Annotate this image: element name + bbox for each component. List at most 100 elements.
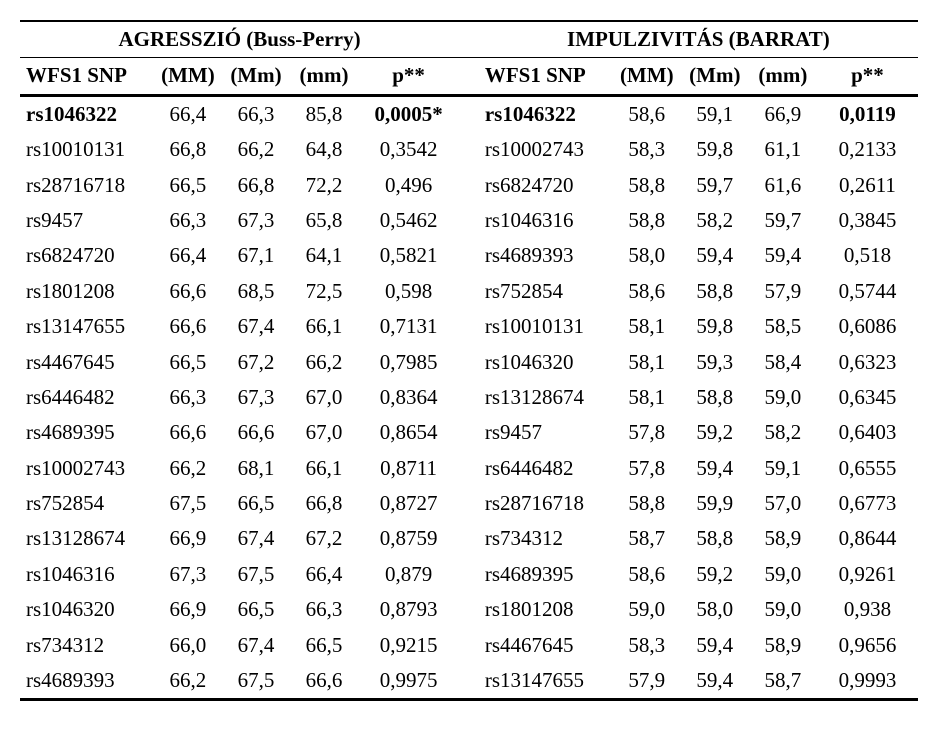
cell-right-mm: 58,3 [613, 628, 681, 663]
col-left-mm: (MM) [154, 58, 222, 95]
gap-cell [459, 58, 479, 95]
table-row: rs104632266,466,385,80,0005*rs104632258,… [20, 95, 918, 132]
cell-right-mM: 59,1 [681, 95, 749, 132]
cell-left-snp: rs10010131 [20, 132, 154, 167]
cell-right-mM: 59,4 [681, 451, 749, 486]
gap-cell [459, 21, 479, 58]
cell-right-snp: rs13128674 [479, 380, 613, 415]
cell-right-mmm: 57,0 [749, 486, 817, 521]
col-left-p: p** [358, 58, 459, 95]
cell-left-snp: rs28716718 [20, 168, 154, 203]
cell-left-p: 0,3542 [358, 132, 459, 167]
cell-left-mmm: 67,0 [290, 415, 358, 450]
cell-right-mm: 58,8 [613, 168, 681, 203]
cell-left-p: 0,0005* [358, 95, 459, 132]
cell-right-p: 0,6323 [817, 345, 918, 380]
cell-right-mmm: 58,2 [749, 415, 817, 450]
cell-right-mm: 58,0 [613, 238, 681, 273]
cell-left-mM: 66,2 [222, 132, 290, 167]
cell-right-snp: rs9457 [479, 415, 613, 450]
gap-cell [459, 274, 479, 309]
gap-cell [459, 521, 479, 556]
cell-right-snp: rs10002743 [479, 132, 613, 167]
cell-right-mm: 58,8 [613, 486, 681, 521]
cell-left-mm: 66,8 [154, 132, 222, 167]
cell-right-mm: 58,6 [613, 557, 681, 592]
cell-left-mm: 66,9 [154, 592, 222, 627]
cell-right-mmm: 58,4 [749, 345, 817, 380]
cell-right-p: 0,2133 [817, 132, 918, 167]
cell-right-p: 0,938 [817, 592, 918, 627]
cell-right-mM: 58,8 [681, 274, 749, 309]
gap-cell [459, 486, 479, 521]
cell-left-mm: 66,6 [154, 274, 222, 309]
cell-left-mm: 66,2 [154, 451, 222, 486]
cell-right-p: 0,8644 [817, 521, 918, 556]
cell-left-snp: rs4689393 [20, 663, 154, 700]
cell-right-mmm: 59,1 [749, 451, 817, 486]
cell-right-p: 0,0119 [817, 95, 918, 132]
cell-right-snp: rs1046320 [479, 345, 613, 380]
cell-right-mM: 59,4 [681, 663, 749, 700]
cell-left-p: 0,8711 [358, 451, 459, 486]
table-row: rs180120866,668,572,50,598rs75285458,658… [20, 274, 918, 309]
cell-right-mmm: 59,0 [749, 380, 817, 415]
cell-right-snp: rs734312 [479, 521, 613, 556]
cell-right-mm: 58,1 [613, 309, 681, 344]
cell-left-mmm: 72,2 [290, 168, 358, 203]
cell-right-mmm: 57,9 [749, 274, 817, 309]
cell-left-snp: rs6824720 [20, 238, 154, 273]
cell-left-mm: 66,2 [154, 663, 222, 700]
cell-left-mmm: 66,1 [290, 451, 358, 486]
cell-right-mm: 58,3 [613, 132, 681, 167]
cell-right-mmm: 61,6 [749, 168, 817, 203]
table-row: rs468939366,267,566,60,9975rs1314765557,… [20, 663, 918, 700]
cell-left-p: 0,7131 [358, 309, 459, 344]
table-row: rs1001013166,866,264,80,3542 rs1000274358… [20, 132, 918, 167]
table-body: rs104632266,466,385,80,0005*rs104632258,… [20, 95, 918, 700]
snp-table: AGRESSZIÓ (Buss-Perry) IMPULZIVITÁS (BAR… [20, 20, 918, 701]
gap-cell [459, 345, 479, 380]
table-row: rs2871671866,566,872,20,496rs682472058,8… [20, 168, 918, 203]
cell-left-mm: 66,5 [154, 168, 222, 203]
cell-right-p: 0,6403 [817, 415, 918, 450]
cell-right-mM: 59,3 [681, 345, 749, 380]
cell-left-p: 0,598 [358, 274, 459, 309]
cell-left-p: 0,8727 [358, 486, 459, 521]
table-row: rs446764566,567,266,20,7985rs104632058,1… [20, 345, 918, 380]
cell-right-p: 0,6086 [817, 309, 918, 344]
col-right-mm: (MM) [613, 58, 681, 95]
table-row: rs104631667,367,566,40,879rs468939558,65… [20, 557, 918, 592]
cell-left-mM: 67,4 [222, 309, 290, 344]
cell-right-snp: rs1046322 [479, 95, 613, 132]
col-left-mmm: (mm) [290, 58, 358, 95]
cell-right-snp: rs4467645 [479, 628, 613, 663]
cell-right-mmm: 58,7 [749, 663, 817, 700]
table-row: rs73431266,067,466,50,9215rs446764558,35… [20, 628, 918, 663]
cell-left-mmm: 64,8 [290, 132, 358, 167]
cell-left-mM: 68,1 [222, 451, 290, 486]
cell-left-mmm: 66,3 [290, 592, 358, 627]
cell-right-mM: 58,2 [681, 203, 749, 238]
cell-right-mmm: 66,9 [749, 95, 817, 132]
cell-left-mmm: 66,6 [290, 663, 358, 700]
cell-right-snp: rs10010131 [479, 309, 613, 344]
cell-left-mm: 66,4 [154, 95, 222, 132]
cell-left-mmm: 66,4 [290, 557, 358, 592]
cell-right-mm: 58,1 [613, 345, 681, 380]
cell-right-mm: 57,9 [613, 663, 681, 700]
cell-left-p: 0,5462 [358, 203, 459, 238]
cell-right-mM: 59,4 [681, 238, 749, 273]
cell-right-mm: 58,7 [613, 521, 681, 556]
table-row: rs104632066,966,566,30,8793rs180120859,0… [20, 592, 918, 627]
cell-left-p: 0,879 [358, 557, 459, 592]
cell-left-mmm: 66,8 [290, 486, 358, 521]
cell-left-mM: 68,5 [222, 274, 290, 309]
cell-left-snp: rs4467645 [20, 345, 154, 380]
group-header-left: AGRESSZIÓ (Buss-Perry) [20, 21, 459, 58]
cell-right-snp: rs6446482 [479, 451, 613, 486]
gap-cell [459, 168, 479, 203]
cell-left-mm: 66,6 [154, 415, 222, 450]
cell-right-p: 0,5744 [817, 274, 918, 309]
cell-left-p: 0,5821 [358, 238, 459, 273]
